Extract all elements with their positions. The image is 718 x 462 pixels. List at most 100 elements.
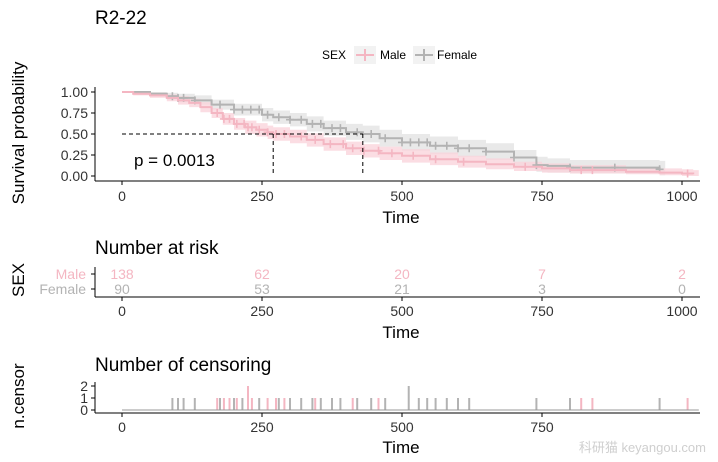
risk-title: Number at risk — [95, 238, 219, 259]
censor-mark-male — [577, 166, 586, 175]
censor-mark-female — [414, 138, 423, 147]
censor-mark-male — [359, 146, 368, 155]
censor-mark-male — [409, 151, 418, 160]
km-x-tick-label: 250 — [250, 188, 274, 204]
censor-mark-male — [213, 109, 222, 117]
km-y-tick-label: 0.25 — [61, 147, 88, 163]
censor-mark-male — [247, 123, 256, 132]
censoring-y-tick-label: 0 — [80, 402, 88, 418]
censor-mark-male — [255, 125, 264, 134]
censor-mark-male — [225, 114, 234, 123]
km-x-tick-label: 750 — [530, 188, 554, 204]
censor-mark-male — [459, 157, 468, 166]
risk-table-body: 138 62 20 7 2 90 53 21 3 0 0 250 500 750 1000 — [91, 266, 700, 319]
censor-mark-female — [367, 130, 376, 138]
censor-mark-male — [339, 140, 348, 149]
censoring-y-tick-label: 1 — [80, 390, 88, 406]
risk-count-male: 20 — [394, 266, 410, 282]
censor-mark-male — [311, 135, 320, 144]
km-title: R2-22 — [95, 8, 147, 29]
censor-mark-female — [328, 124, 336, 133]
censoring-y-tick-label: 2 — [80, 378, 88, 394]
censoring-ylabel: n.censor — [9, 363, 28, 429]
censor-mark-male — [588, 166, 597, 175]
risk-x-tick-label: 750 — [530, 303, 554, 319]
censor-mark-male — [387, 149, 396, 158]
censoring-title: Number of censoring — [95, 355, 271, 376]
km-legend: SEX Male Female — [322, 46, 477, 64]
km-y-tick-label: 1.00 — [61, 84, 88, 100]
risk-count-female: 53 — [254, 281, 270, 297]
censor-mark-male — [431, 155, 440, 164]
censoring-x-tick-label: 250 — [250, 419, 274, 435]
censor-mark-female — [442, 141, 451, 150]
km-plot-panel: R2-22 SEX Male Female 0.00 0.25 0.50 0.75 1.… — [9, 8, 700, 227]
censor-mark-female — [465, 144, 474, 153]
censor-mark-female — [238, 105, 247, 114]
censor-mark-male — [374, 146, 383, 155]
risk-x-tick-label: 500 — [390, 303, 414, 319]
censor-mark-female — [263, 110, 272, 119]
legend-key-male — [354, 46, 376, 64]
censor-mark-male — [521, 162, 530, 171]
censor-mark-female — [230, 105, 238, 114]
risk-x-tick-label: 250 — [250, 303, 274, 319]
risk-ylabel: SEX — [9, 263, 28, 297]
risk-count-female: 90 — [114, 281, 130, 297]
censor-mark-female — [274, 113, 283, 122]
censor-mark-female — [336, 124, 345, 133]
risk-row-label-male: Male — [56, 266, 87, 282]
risk-row-label-female: Female — [39, 281, 86, 297]
censor-mark-female — [381, 134, 390, 143]
censor-mark-female — [246, 105, 255, 114]
censor-mark-male — [683, 169, 692, 178]
censor-mark-female — [431, 141, 440, 150]
risk-count-male: 2 — [678, 266, 686, 282]
censor-mark-female — [406, 138, 415, 147]
ci-band-female — [122, 92, 666, 176]
censor-mark-female — [297, 115, 306, 124]
censoring-x-tick-label: 0 — [118, 419, 126, 435]
km-x-tick-label: 500 — [390, 188, 414, 204]
km-plot-area: 0.00 0.25 0.50 0.75 1.00 0 250 500 750 1000 — [61, 84, 700, 204]
risk-count-female: 3 — [538, 281, 546, 297]
censor-mark-female — [316, 119, 325, 128]
censoring-xlabel: Time — [382, 438, 419, 457]
censor-mark-female — [454, 144, 462, 153]
censoring-x-tick-label: 750 — [530, 419, 554, 435]
risk-count-male: 138 — [110, 266, 134, 282]
km-x-tick-label: 0 — [118, 188, 126, 204]
censoring-x-tick-label: 500 — [390, 419, 414, 435]
km-ylabel: Survival probability — [9, 61, 28, 204]
censor-mark-female — [255, 105, 264, 114]
km-xlabel: Time — [382, 208, 419, 227]
p-value-annotation: p = 0.0013 — [134, 151, 215, 170]
risk-x-tick-label: 0 — [118, 303, 126, 319]
risk-count-male: 62 — [254, 266, 270, 282]
censor-mark-male — [232, 119, 241, 128]
km-x-tick-label: 1000 — [666, 188, 697, 204]
risk-table-panel: Number at risk SEX Male Female 138 62 20 7 2… — [9, 238, 700, 342]
risk-xlabel: Time — [382, 323, 419, 342]
km-y-tick-label: 0.00 — [61, 168, 88, 184]
censor-mark-female — [216, 100, 224, 109]
censor-mark-female — [353, 128, 362, 137]
censor-mark-female — [286, 115, 294, 124]
legend-title: SEX — [322, 48, 346, 62]
legend-key-female — [413, 46, 435, 64]
km-y-tick-label: 0.75 — [61, 105, 88, 121]
censor-mark-male — [326, 140, 335, 149]
censor-mark-female — [423, 138, 432, 147]
legend-label-female: Female — [437, 48, 477, 62]
survival-curve-male — [122, 91, 695, 175]
censor-mark-male — [263, 128, 272, 137]
risk-count-male: 7 — [538, 266, 546, 282]
censor-mark-female — [308, 119, 317, 128]
censor-mark-male — [297, 132, 306, 141]
km-y-tick-label: 0.50 — [61, 126, 88, 142]
watermark-text: 科研猫 keyangou.com — [579, 440, 706, 455]
legend-label-male: Male — [380, 48, 406, 62]
